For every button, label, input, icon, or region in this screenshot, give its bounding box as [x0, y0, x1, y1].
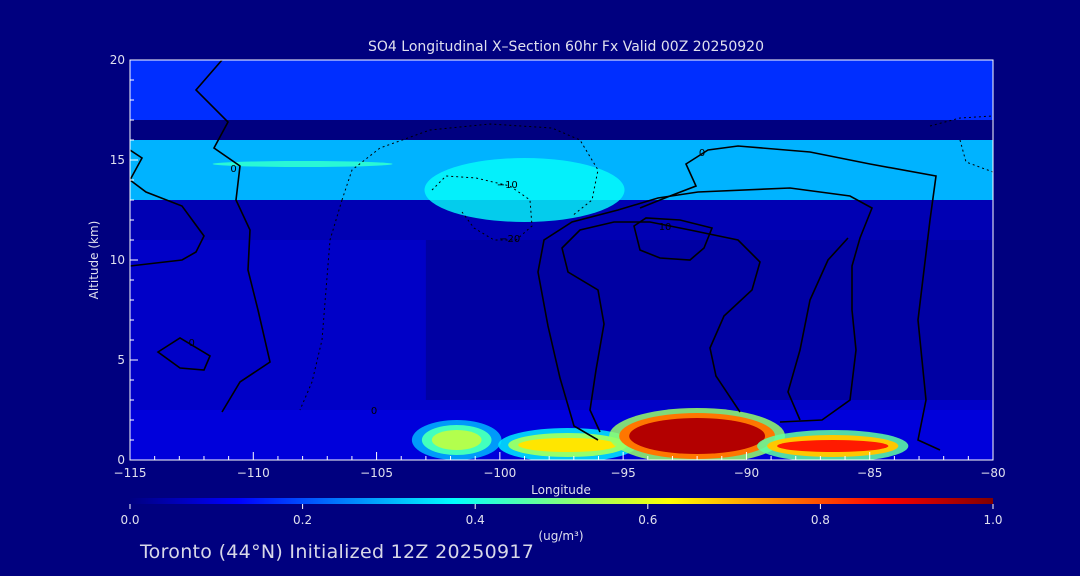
- x-tick-label: −80: [980, 466, 1005, 480]
- x-tick-label: −110: [237, 466, 270, 480]
- contour-line-zero: [194, 60, 271, 413]
- x-tick-label: −105: [360, 466, 393, 480]
- plot-area: 0 0 0 0 −10 −20 10: [130, 60, 993, 460]
- contour-label: 0: [371, 406, 377, 417]
- contour-label: 0: [188, 338, 194, 349]
- contour-line-negative: [341, 123, 599, 217]
- x-tick-label: −100: [483, 466, 516, 480]
- y-tick-label: 20: [110, 53, 125, 67]
- contour-labels: 0 0 0 0 −10 −20 10: [188, 148, 705, 417]
- colorbar-tick-label: 0.2: [293, 513, 312, 527]
- field-layer: [424, 158, 625, 222]
- contour-line-zero: [130, 149, 205, 267]
- x-tick-label: −90: [734, 466, 759, 480]
- plume-core: [777, 440, 889, 452]
- contour-line-negative: [959, 139, 993, 173]
- concentration-plume: [411, 408, 909, 460]
- contour-line-ten: [633, 217, 714, 261]
- plume-core: [518, 438, 618, 452]
- x-tick-label: −85: [857, 466, 882, 480]
- contour-label: −10: [497, 180, 518, 191]
- colorbar-units: (ug/m³): [538, 529, 583, 543]
- y-tick-label: 10: [110, 253, 125, 267]
- colorbar-tick-label: 1.0: [983, 513, 1002, 527]
- colorbar: 0.0 0.2 0.4 0.6 0.8 1.0 (ug/m³): [120, 498, 1003, 543]
- contour-line-zero: [787, 237, 849, 421]
- contour-label: 0: [699, 148, 705, 159]
- contour-line-negative: [299, 199, 343, 411]
- field-layer: [212, 161, 393, 167]
- x-tick-label: −95: [610, 466, 635, 480]
- contour-line-zero: [156, 337, 212, 371]
- colorbar-ticks: 0.0 0.2 0.4 0.6 0.8 1.0: [120, 504, 1003, 527]
- colorbar-tick-label: 0.0: [120, 513, 139, 527]
- field-layer: [425, 240, 993, 400]
- colorbar-bar: [130, 498, 993, 504]
- y-tick-label: 0: [117, 453, 125, 467]
- contour-line-zero: [537, 187, 874, 441]
- x-axis-label: Longitude: [531, 483, 591, 497]
- colorbar-tick-label: 0.6: [638, 513, 657, 527]
- initialization-caption: Toronto (44°N) Initialized 12Z 20250917: [140, 541, 535, 563]
- contour-line-negative: [431, 175, 533, 241]
- contour-label: 0: [230, 164, 236, 175]
- y-axis-label: Altitude (km): [87, 221, 101, 300]
- contour-line-zero: [561, 221, 761, 433]
- chart-title: SO4 Longitudinal X–Section 60hr Fx Valid…: [368, 39, 764, 55]
- contour-label: 10: [659, 222, 672, 233]
- plume-core: [629, 418, 766, 454]
- y-tick-label: 5: [117, 353, 125, 367]
- x-tick-label: −115: [114, 466, 147, 480]
- colorbar-tick-label: 0.4: [466, 513, 485, 527]
- contour-line-negative: [929, 115, 993, 127]
- plume-core: [431, 430, 482, 450]
- y-tick-label: 15: [110, 153, 125, 167]
- field-layer: [130, 60, 993, 120]
- y-axis: 0 5 10 15 20: [110, 53, 138, 467]
- contour-label: −20: [499, 234, 520, 245]
- colorbar-tick-label: 0.8: [811, 513, 830, 527]
- concentration-field: [130, 60, 993, 460]
- vertical-velocity-contours: [130, 60, 993, 451]
- x-axis: −115 −110 −105 −100 −95 −90 −85 −80: [114, 452, 1006, 480]
- contour-line-zero: [639, 145, 941, 451]
